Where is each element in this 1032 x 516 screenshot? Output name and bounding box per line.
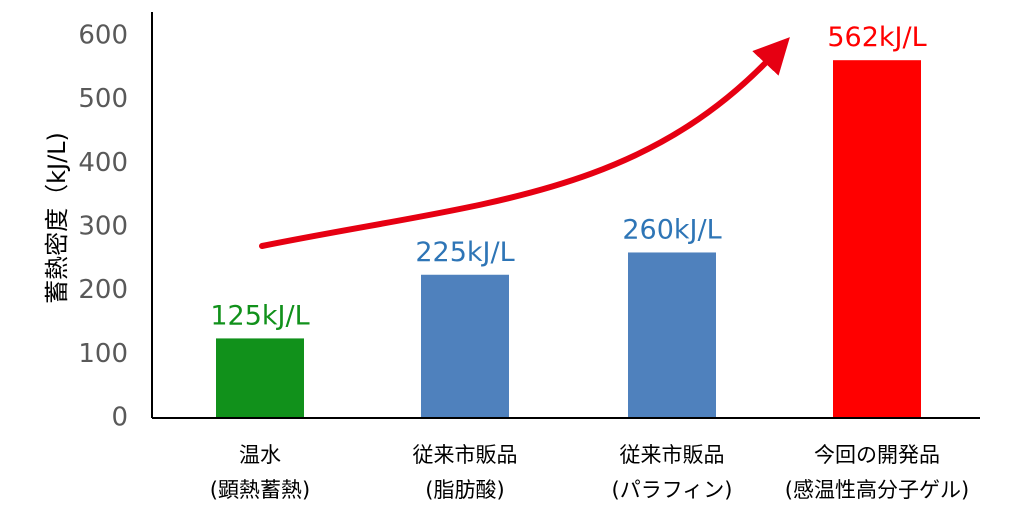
- y-tick-label: 100: [78, 339, 128, 369]
- category-label: 従来市販品: [620, 443, 725, 467]
- y-tick-label: 400: [78, 148, 128, 178]
- y-tick-label: 0: [111, 403, 128, 433]
- bar: [216, 338, 304, 418]
- category-sublabel: (脂肪酸): [425, 478, 504, 502]
- y-tick-label: 300: [78, 212, 128, 242]
- category-label: 温水: [239, 443, 281, 467]
- data-label: 125kJ/L: [210, 300, 309, 331]
- category-label: 従来市販品: [413, 443, 518, 467]
- category-sublabel: (顕熱蓄熱): [210, 478, 310, 502]
- y-tick-label: 600: [78, 21, 128, 51]
- category-sublabel: (感温性高分子ゲル): [785, 478, 969, 502]
- data-label: 260kJ/L: [622, 214, 721, 245]
- bar: [833, 60, 921, 419]
- bar: [421, 274, 509, 418]
- data-label: 225kJ/L: [415, 237, 514, 268]
- bar: [628, 252, 716, 418]
- category-sublabel: (パラフィン): [612, 478, 733, 502]
- category-label: 今回の開発品: [814, 443, 940, 467]
- y-axis-label: 蓄熱密度（kJ/L): [43, 132, 71, 304]
- y-tick-label: 200: [78, 275, 128, 305]
- data-label: 562kJ/L: [827, 22, 926, 53]
- y-tick-label: 500: [78, 84, 128, 114]
- trend-arrow: [259, 37, 790, 249]
